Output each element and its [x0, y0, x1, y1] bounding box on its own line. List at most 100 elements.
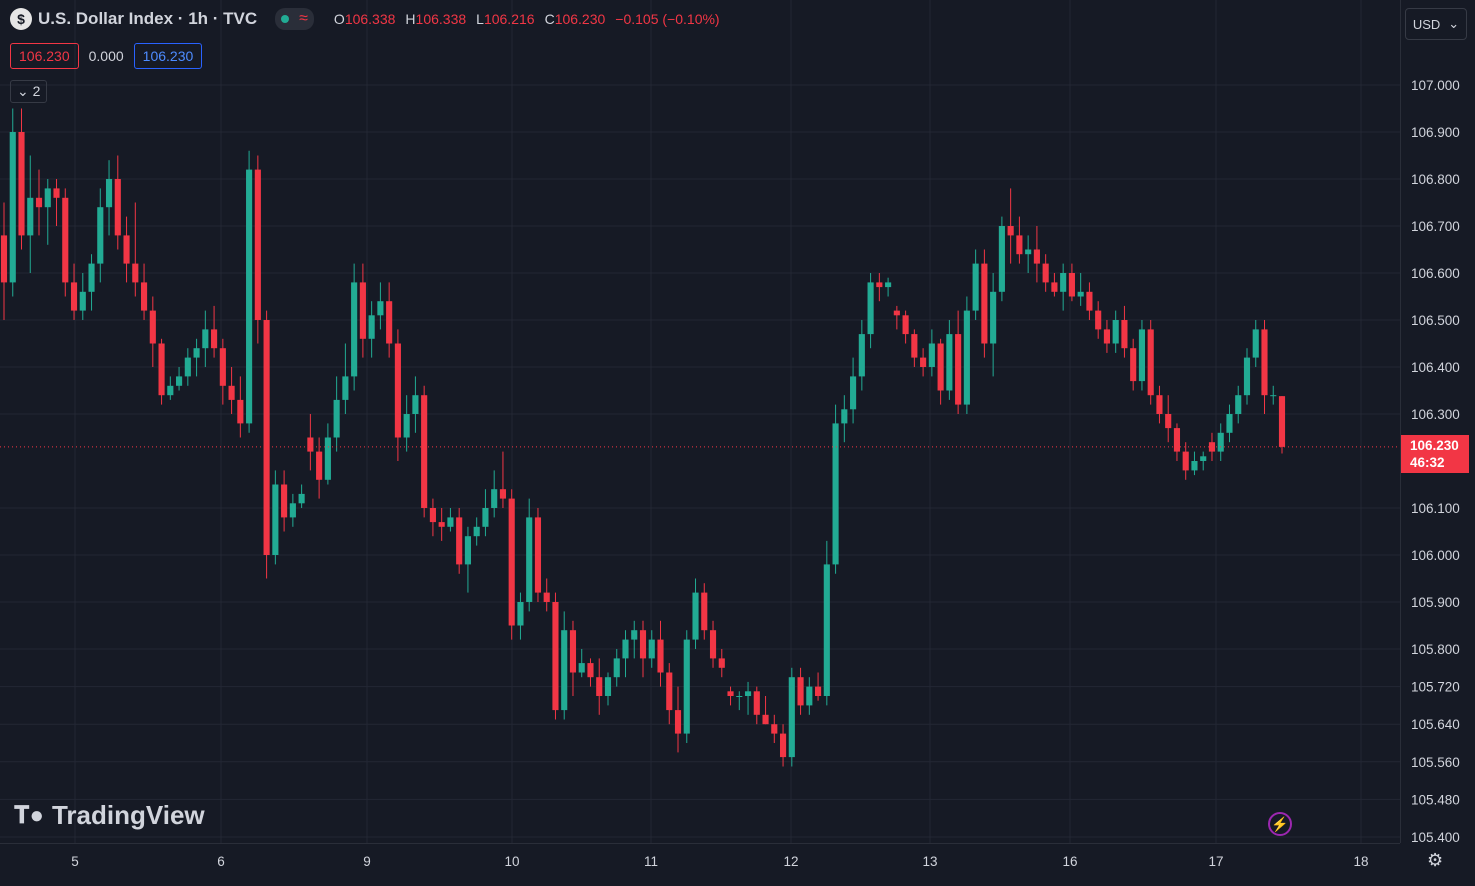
- candle-body: [1051, 282, 1058, 292]
- candle: [1208, 432, 1216, 461]
- candle-body: [421, 395, 428, 508]
- candle: [762, 696, 769, 725]
- candle: [850, 357, 857, 424]
- candle: [1025, 235, 1032, 273]
- candle-body: [18, 132, 25, 236]
- price-tick-label: 105.640: [1411, 717, 1460, 732]
- candle-body: [438, 522, 445, 527]
- price-chart[interactable]: [0, 0, 1400, 843]
- sell-button[interactable]: 106.230: [10, 43, 79, 69]
- candle: [9, 108, 16, 297]
- candle-body: [1252, 329, 1259, 358]
- price-tick-label: 106.100: [1411, 501, 1460, 516]
- candle-body: [193, 348, 200, 358]
- current-price-label: 106.230 46:32: [1401, 435, 1469, 473]
- candle: [193, 338, 200, 377]
- candle-body: [1182, 451, 1189, 471]
- time-tick-label: 5: [71, 854, 79, 869]
- market-status[interactable]: ≈: [275, 8, 314, 30]
- candle: [18, 108, 25, 250]
- price-axis[interactable]: 107.000 106.900 106.800 106.700 106.600 106.5…: [1400, 0, 1475, 843]
- candle-body: [1235, 395, 1242, 414]
- candle: [1007, 188, 1014, 264]
- buy-button[interactable]: 106.230: [133, 43, 203, 69]
- candle-body: [263, 320, 270, 555]
- candle: [928, 329, 935, 377]
- candle-body: [622, 639, 629, 659]
- candle-body: [342, 376, 349, 400]
- low-value: 106.216: [483, 11, 535, 27]
- candle: [876, 273, 883, 302]
- candle: [1235, 385, 1242, 424]
- candle: [569, 620, 577, 696]
- symbol-title[interactable]: U.S. Dollar Index · 1h · TVC: [38, 9, 258, 28]
- candle: [893, 305, 900, 330]
- candle-body: [202, 329, 209, 349]
- price-tick-label: 106.600: [1411, 266, 1460, 281]
- time-tick-label: 13: [922, 854, 937, 869]
- candle: [167, 376, 174, 400]
- candle-body: [211, 329, 218, 349]
- candle: [526, 498, 533, 612]
- time-axis[interactable]: 5 6 9 10 11 12 13 16 17 18: [0, 843, 1400, 886]
- tradingview-logo[interactable]: 𝐓● TradingView: [14, 800, 205, 831]
- candle: [552, 592, 559, 720]
- candle: [858, 320, 865, 391]
- candle-body: [604, 677, 612, 696]
- candle: [464, 526, 471, 593]
- candle: [281, 470, 288, 532]
- brand-name: TradingView: [51, 800, 205, 830]
- currency-select[interactable]: USD ⌄: [1405, 8, 1467, 40]
- candle-body: [1121, 320, 1128, 349]
- candle-body: [1007, 226, 1014, 236]
- candle: [105, 160, 113, 236]
- candle-body: [998, 226, 1005, 292]
- candle-body: [955, 334, 962, 405]
- candle-body: [788, 677, 795, 758]
- candle: [972, 249, 979, 320]
- candle-body: [631, 630, 638, 640]
- candle-body: [920, 357, 927, 367]
- candle-body: [403, 414, 410, 438]
- candle: [368, 301, 375, 358]
- candle: [1060, 263, 1067, 311]
- candle-body: [990, 291, 997, 344]
- candle-body: [561, 630, 568, 711]
- candle-body: [596, 677, 603, 696]
- settings-gear-icon[interactable]: ⚙: [1427, 850, 1444, 870]
- candle-body: [0, 235, 8, 283]
- candle-body: [1208, 442, 1216, 452]
- candle: [1077, 273, 1084, 306]
- price-tick-label: 106.500: [1411, 313, 1460, 328]
- candle-body: [228, 385, 235, 400]
- candle: [447, 508, 454, 532]
- indicators-toggle[interactable]: ⌄ 2: [10, 80, 48, 103]
- candle: [955, 310, 962, 414]
- candle: [132, 202, 139, 297]
- indicators-count: 2: [32, 83, 41, 99]
- lightning-icon[interactable]: ⚡: [1268, 812, 1292, 836]
- candle-body: [1095, 310, 1102, 330]
- candle-body: [832, 423, 839, 565]
- candle-body: [657, 639, 664, 673]
- candle-body: [1278, 396, 1286, 447]
- candle-body: [114, 179, 121, 236]
- candle-body: [858, 334, 865, 377]
- candle-body: [850, 376, 857, 410]
- candle-body: [578, 663, 585, 673]
- candle-body: [841, 409, 848, 424]
- currency-label: USD: [1412, 16, 1441, 32]
- dollar-icon: $: [10, 8, 32, 30]
- candle-body: [666, 672, 673, 711]
- candle: [359, 263, 366, 358]
- open-value: 106.338: [344, 11, 396, 27]
- candle: [1130, 338, 1137, 391]
- candle: [412, 376, 419, 433]
- time-tick-label: 16: [1062, 854, 1077, 869]
- candle: [1165, 395, 1172, 443]
- price-tick-label: 106.300: [1411, 407, 1460, 422]
- close-value: 106.230: [554, 11, 606, 27]
- candle-body: [456, 517, 463, 565]
- candle: [753, 686, 760, 725]
- candle-body: [753, 691, 760, 715]
